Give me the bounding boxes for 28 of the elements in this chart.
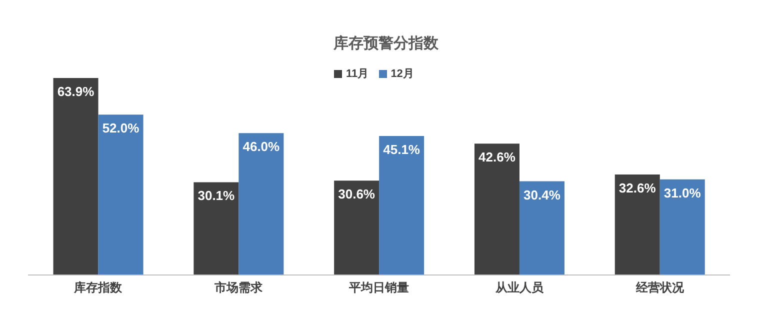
data-label: 30.4% [524,187,561,202]
x-tick-label: 经营状况 [634,280,685,295]
chart-title: 库存预警分指数 [332,34,440,53]
data-label: 30.6% [338,186,376,202]
bar [614,174,660,275]
data-label: 32.6% [618,180,656,196]
x-tick-label: 平均日销量 [348,280,409,295]
data-label: 30.1% [198,188,236,204]
x-tick-label: 市场需求 [214,280,264,295]
bar [98,114,144,275]
bar [379,136,424,275]
data-label: 31.0% [664,185,702,200]
data-label: 63.9% [57,84,95,99]
legend-label: 12月 [390,68,414,80]
x-tick-label: 库存指数 [73,280,124,295]
data-label: 42.6% [478,150,516,165]
bar [334,180,380,275]
bar [660,179,705,275]
bar [53,78,98,275]
x-tick-label: 从业人员 [494,280,544,295]
data-label: 45.1% [383,142,420,157]
legend-label: 11月 [346,68,369,80]
data-label: 46.0% [242,139,280,154]
bar [194,182,239,275]
bar [474,144,520,275]
data-label: 52.0% [102,120,140,136]
bar [519,181,564,275]
bar [238,133,284,275]
